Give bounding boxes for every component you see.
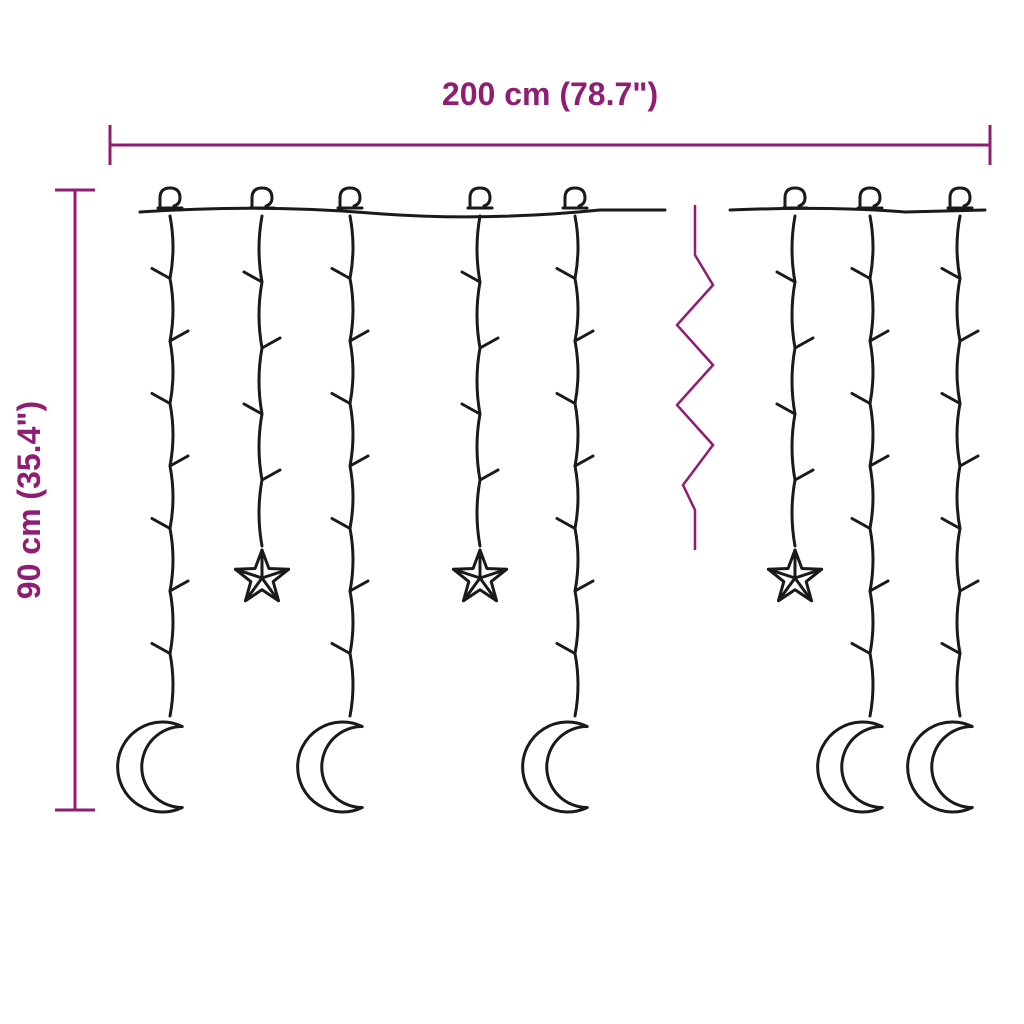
break-mark (677, 205, 713, 550)
hook-icon (948, 188, 972, 208)
moon-icon (523, 722, 588, 812)
star-icon (453, 550, 506, 601)
hook-icon (250, 188, 274, 208)
bulb-icon (557, 394, 575, 404)
strand (792, 216, 795, 546)
bulb-icon (332, 644, 350, 654)
bulb-icon (332, 519, 350, 529)
hook-icon (563, 188, 587, 208)
width-dimension-bar (110, 125, 990, 165)
strand (477, 216, 480, 546)
bulb-icon (960, 581, 978, 591)
bulb-icon (557, 519, 575, 529)
bulb-icon (795, 470, 813, 480)
bulb-icon (795, 338, 813, 348)
width-dimension-label: 200 cm (78.7") (442, 76, 658, 112)
strand (259, 216, 262, 546)
hook-icon (468, 188, 492, 208)
hook-icon (338, 188, 362, 208)
star-icon (768, 550, 821, 601)
bulb-icon (960, 331, 978, 341)
bulb-icon (960, 456, 978, 466)
bulb-icon (557, 269, 575, 279)
bulb-icon (152, 269, 170, 279)
top-wire-left (140, 208, 665, 217)
height-dimension-bar (55, 190, 95, 810)
bulb-icon (332, 269, 350, 279)
bulb-icon (152, 394, 170, 404)
dimension-diagram: 200 cm (78.7") 90 cm (35.4") (0, 0, 1024, 1024)
bulb-icon (332, 394, 350, 404)
hook-icon (858, 188, 882, 208)
bulb-icon (152, 644, 170, 654)
bulb-icon (852, 269, 870, 279)
height-dimension-label: 90 cm (35.4") (11, 401, 47, 599)
hook-icon (158, 188, 182, 208)
star-icon (235, 550, 288, 601)
bulb-icon (852, 644, 870, 654)
moon-icon (818, 722, 883, 812)
bulb-icon (262, 470, 280, 480)
bulb-icon (480, 338, 498, 348)
bulb-icon (852, 394, 870, 404)
moon-icon (118, 722, 183, 812)
bulb-icon (852, 519, 870, 529)
bulb-icon (557, 644, 575, 654)
bulb-icon (152, 519, 170, 529)
bulb-icon (480, 470, 498, 480)
moon-icon (908, 722, 973, 812)
product-illustration (118, 188, 985, 812)
moon-icon (298, 722, 363, 812)
hook-icon (783, 188, 807, 208)
bulb-icon (262, 338, 280, 348)
